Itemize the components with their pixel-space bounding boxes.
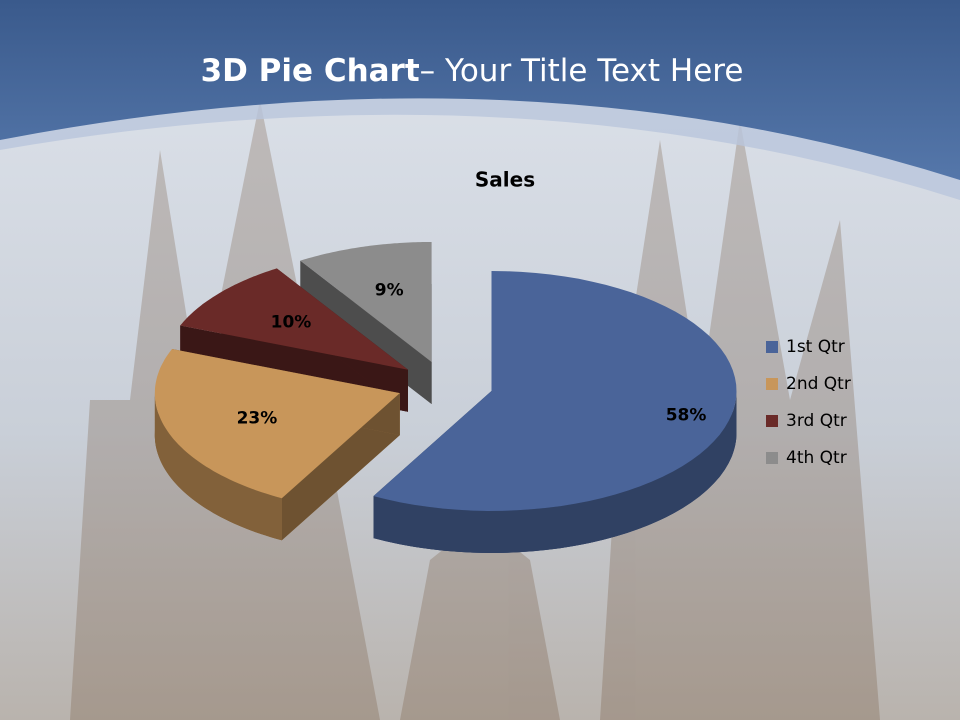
slice-top [300, 242, 432, 362]
data-label: 58% [666, 405, 707, 425]
slice-top [154, 349, 400, 499]
data-label: 10% [271, 312, 312, 332]
slice-side-shade [154, 393, 282, 541]
slice-top [373, 271, 737, 511]
pie: 58% 23% 10% 9% [154, 242, 737, 553]
slice-side-shade [373, 391, 737, 553]
legend-swatch [766, 415, 778, 427]
slice-wall-shade [281, 393, 400, 541]
slice [373, 271, 737, 553]
header-band [0, 0, 960, 180]
slice-wall [281, 393, 400, 541]
legend-label: 3rd Qtr [786, 411, 847, 431]
legend-swatch [766, 341, 778, 353]
slice-side [373, 391, 737, 553]
legend-swatch [766, 378, 778, 390]
data-label: 23% [237, 408, 278, 428]
legend-swatch [766, 452, 778, 464]
slide-title: 3D Pie Chart– Your Title Text Here [201, 53, 744, 89]
title-rest: – Your Title Text Here [420, 53, 744, 89]
slice-top [180, 268, 408, 370]
legend-label: 2nd Qtr [786, 374, 851, 394]
title-bold: 3D Pie Chart [201, 53, 420, 89]
legend: 1st Qtr 2nd Qtr 3rd Qtr 4th Qtr [766, 337, 851, 468]
data-label: 9% [375, 281, 404, 301]
slice-side [154, 393, 282, 541]
legend-label: 4th Qtr [786, 448, 847, 468]
legend-label: 1st Qtr [786, 337, 845, 357]
chart-title: Sales [475, 168, 535, 192]
slice [154, 349, 400, 541]
